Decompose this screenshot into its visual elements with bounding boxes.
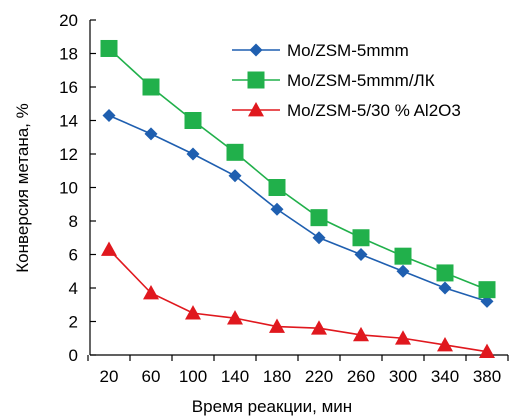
data-point <box>438 281 452 295</box>
x-tick-label: 20 <box>100 367 119 386</box>
data-point <box>312 231 326 245</box>
legend: Mo/ZSM-5mmm Mo/ZSM-5mmm/ЛК Mo/ZSM-5/30 % A… <box>232 41 461 120</box>
x-axis: 20 60 100 140 180 220 260 300 340 380 <box>87 354 509 386</box>
y-tick-label: 8 <box>69 212 78 231</box>
x-tick-label: 60 <box>142 367 161 386</box>
x-tick-label: 220 <box>305 367 333 386</box>
data-point <box>228 169 242 183</box>
y-tick-label: 6 <box>69 246 78 265</box>
data-point <box>144 127 158 141</box>
x-axis-title: Время реакции, мин <box>192 397 352 416</box>
legend-label: Mo/ZSM-5mmm <box>287 41 409 60</box>
x-tick-label: 340 <box>431 367 459 386</box>
y-tick-label: 10 <box>59 179 78 198</box>
data-point <box>396 264 410 278</box>
y-tick-label: 14 <box>59 112 78 131</box>
y-tick-label: 12 <box>59 145 78 164</box>
data-point <box>185 305 201 320</box>
data-point <box>437 336 453 352</box>
legend-label: Mo/ZSM-5/30 % Al2O3 <box>287 101 461 120</box>
data-point <box>353 326 369 342</box>
data-point <box>101 241 117 256</box>
data-point <box>269 318 285 333</box>
x-tick-label: 300 <box>389 367 417 386</box>
data-point <box>142 78 160 96</box>
y-tick-label: 4 <box>69 279 78 298</box>
data-point <box>268 179 286 196</box>
data-point <box>311 320 327 335</box>
data-point <box>310 209 328 227</box>
y-tick-label: 18 <box>59 45 78 64</box>
data-point <box>352 229 370 247</box>
series-diamond <box>102 108 494 308</box>
data-point <box>354 248 368 261</box>
y-tick-label: 0 <box>69 346 78 365</box>
data-point <box>394 247 412 265</box>
x-tick-label: 380 <box>473 367 501 386</box>
x-tick-label: 140 <box>221 367 249 386</box>
legend-marker <box>247 71 265 89</box>
series-line <box>108 114 488 303</box>
legend-entry: Mo/ZSM-5/30 % Al2O3 <box>232 101 461 120</box>
data-point <box>186 147 200 161</box>
data-point <box>395 330 411 345</box>
series-layer <box>100 39 496 359</box>
legend-label: Mo/ZSM-5mmm/ЛК <box>287 71 435 90</box>
x-tick-label: 100 <box>179 367 207 386</box>
data-point <box>479 343 495 359</box>
legend-marker <box>249 43 263 57</box>
data-point <box>184 112 202 129</box>
data-point <box>102 108 116 122</box>
legend-entry: Mo/ZSM-5mmm <box>232 41 409 60</box>
data-point <box>270 202 284 216</box>
series-line <box>108 47 488 291</box>
legend-entry: Mo/ZSM-5mmm/ЛК <box>232 71 435 90</box>
y-axis-title: Конверсия метана, % <box>13 103 32 272</box>
data-point <box>226 143 244 161</box>
data-point <box>100 39 118 57</box>
legend-marker <box>248 102 264 117</box>
data-point <box>227 310 243 325</box>
series-triangle <box>101 241 495 359</box>
x-tick-label: 180 <box>263 367 291 386</box>
y-axis: 0 2 4 6 8 10 12 14 16 18 20 <box>59 11 96 365</box>
y-tick-label: 20 <box>59 11 78 30</box>
series-square <box>100 39 496 299</box>
data-point <box>143 285 159 300</box>
x-tick-label: 260 <box>347 367 375 386</box>
series-line <box>108 248 488 353</box>
data-point <box>436 264 454 282</box>
y-tick-label: 16 <box>59 78 78 97</box>
y-tick-label: 2 <box>69 313 78 332</box>
data-point <box>478 281 496 299</box>
